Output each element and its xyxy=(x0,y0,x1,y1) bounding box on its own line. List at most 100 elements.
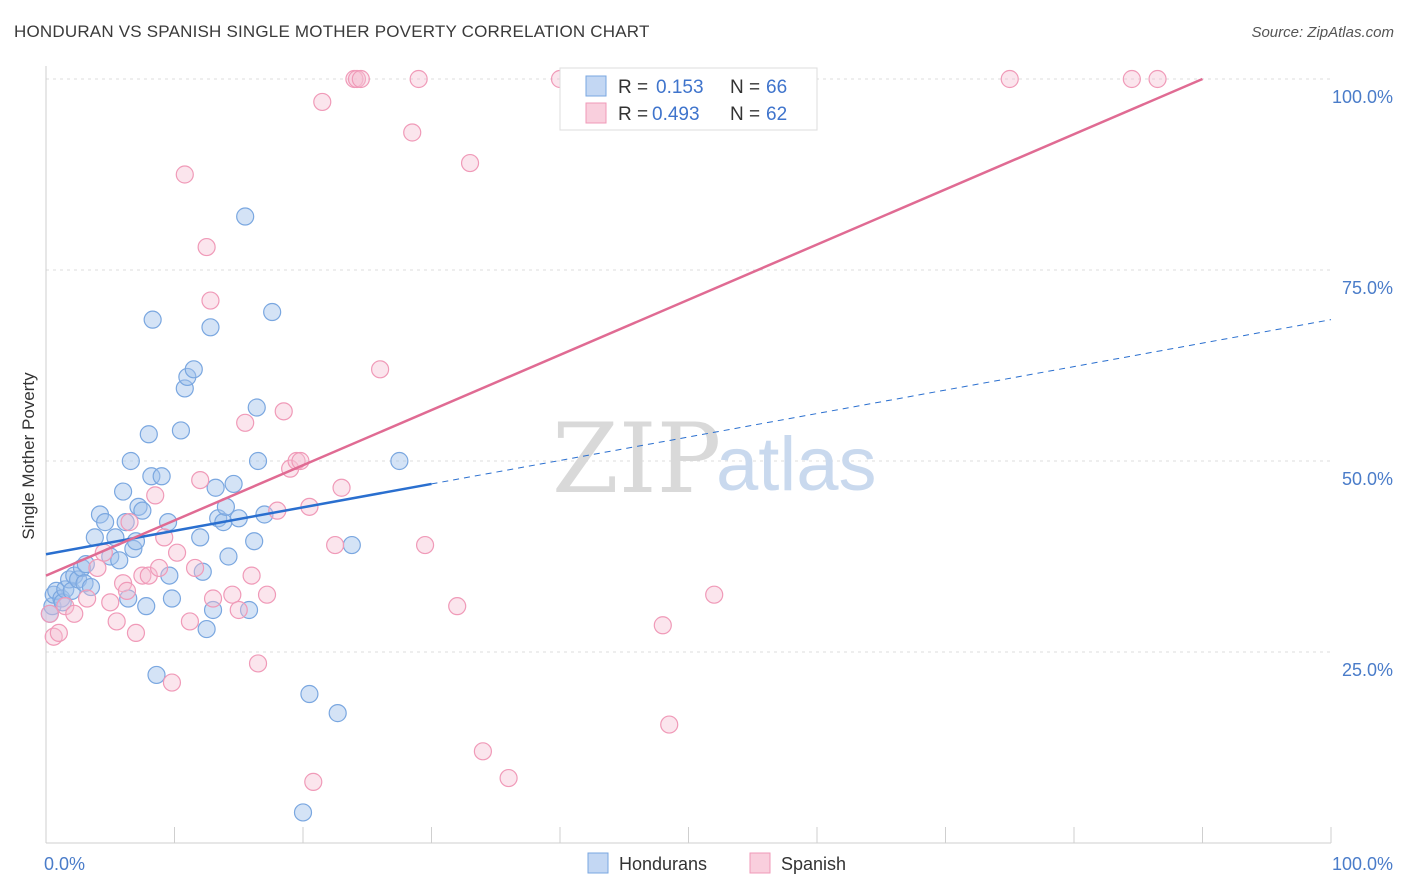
spanish-point-26 xyxy=(201,291,220,310)
spanish-point-19 xyxy=(162,673,182,692)
x-tick-labels: 0.0% 100.0% xyxy=(44,854,1393,874)
x-tick-label-1: 100.0% xyxy=(1332,854,1393,874)
chart-title: HONDURAN VS SPANISH SINGLE MOTHER POVERT… xyxy=(14,22,650,41)
spanish-point-47 xyxy=(371,360,390,379)
y-tick-labels: 25.0% 50.0% 75.0% 100.0% xyxy=(1332,87,1393,680)
watermark-atlas: atlas xyxy=(716,422,877,507)
legend-r-value-spanish: 0.493 xyxy=(652,104,700,125)
hondurans-point-24 xyxy=(121,451,140,471)
bottom-legend-spanish-swatch xyxy=(749,852,771,874)
hondurans-point-57 xyxy=(247,398,266,417)
hondurans-point-42 xyxy=(191,528,210,547)
spanish-point-8 xyxy=(101,593,120,612)
hondurans-point-41 xyxy=(184,360,203,379)
spanish-point-6 xyxy=(88,558,107,578)
spanish-point-15 xyxy=(139,566,158,585)
spanish-point-48 xyxy=(403,123,422,142)
hondurans-point-22 xyxy=(116,513,135,532)
axes xyxy=(45,66,1332,844)
watermark: ZIP atlas xyxy=(552,403,877,515)
bottom-legend-hondurans-swatch xyxy=(587,852,609,874)
spanish-point-23 xyxy=(185,558,205,578)
spanish-point-49 xyxy=(409,69,428,89)
y-tick-label-1: 50.0% xyxy=(1342,469,1393,489)
hondurans-point-21 xyxy=(113,482,133,501)
spanish-point-57 xyxy=(660,715,679,734)
spanish-point-54 xyxy=(499,768,518,788)
spanish-point-0 xyxy=(40,604,59,623)
spanish-points xyxy=(40,69,1167,791)
spanish-point-4 xyxy=(65,604,84,623)
spanish-point-13 xyxy=(126,623,146,643)
hondurans-point-36 xyxy=(160,566,179,585)
spanish-point-33 xyxy=(257,585,277,604)
hondurans-point-33 xyxy=(143,310,162,329)
hondurans-point-60 xyxy=(263,302,282,322)
spanish-point-16 xyxy=(146,486,165,505)
spanish-point-40 xyxy=(304,772,323,791)
spanish-point-52 xyxy=(460,153,480,173)
spanish-point-53 xyxy=(473,742,492,761)
hondurans-point-63 xyxy=(328,704,347,723)
hondurans-point-54 xyxy=(236,207,255,226)
legend-n-label-hondurans: N = xyxy=(730,77,760,98)
spanish-point-61 xyxy=(1148,69,1167,89)
hondurans-point-38 xyxy=(171,421,191,440)
hondurans-point-44 xyxy=(197,619,216,639)
source-label: Source: ZipAtlas.com xyxy=(1251,24,1394,41)
y-tick-label-3: 100.0% xyxy=(1332,87,1393,107)
legend-r-label-spanish: R = xyxy=(618,104,648,125)
spanish-point-5 xyxy=(78,589,97,608)
hondurans-point-20 xyxy=(110,551,129,570)
spanish-point-35 xyxy=(274,402,293,421)
hondurans-point-52 xyxy=(224,474,243,494)
hondurans-point-39 xyxy=(175,379,194,398)
spanish-point-29 xyxy=(229,600,248,620)
hondurans-point-47 xyxy=(206,478,225,497)
spanish-point-17 xyxy=(149,558,169,578)
spanish-point-27 xyxy=(203,589,223,608)
hondurans-point-32 xyxy=(147,665,166,685)
spanish-point-51 xyxy=(448,597,467,616)
bottom-legend-hondurans-label: Hondurans xyxy=(619,854,707,874)
spanish-point-43 xyxy=(332,478,351,497)
spanish-point-22 xyxy=(180,612,200,631)
legend-r-value-hondurans: 0.153 xyxy=(656,77,704,98)
spanish-point-58 xyxy=(705,585,724,604)
x-tick-label-0: 0.0% xyxy=(44,854,85,874)
hondurans-point-58 xyxy=(248,451,268,471)
hondurans-point-28 xyxy=(133,501,152,520)
spanish-point-56 xyxy=(653,616,672,635)
spanish-point-46 xyxy=(351,69,370,89)
spanish-point-9 xyxy=(107,612,126,631)
hondurans-point-51 xyxy=(219,547,238,566)
watermark-zip: ZIP xyxy=(552,403,721,515)
hondurans-trend-line xyxy=(45,482,432,556)
legend-r-label-hondurans: R = xyxy=(618,77,648,98)
hondurans-point-45 xyxy=(201,318,220,337)
spanish-point-14 xyxy=(133,566,152,585)
spanish-point-50 xyxy=(415,535,435,555)
hondurans-point-14 xyxy=(81,577,101,597)
hondurans-point-55 xyxy=(239,600,259,620)
hondurans-point-34 xyxy=(152,467,171,486)
hondurans-point-56 xyxy=(245,532,264,551)
spanish-point-25 xyxy=(197,237,216,257)
spanish-point-31 xyxy=(242,566,261,585)
hondurans-point-65 xyxy=(390,451,409,471)
hondurans-point-62 xyxy=(300,684,319,704)
spanish-point-28 xyxy=(223,585,242,604)
spanish-trend-line xyxy=(45,77,1203,577)
hondurans-point-29 xyxy=(137,597,156,616)
hondurans-legend-swatch xyxy=(585,75,607,97)
bottom-legend-spanish-label: Spanish xyxy=(781,854,846,874)
spanish-point-20 xyxy=(167,543,187,562)
grid-lines xyxy=(46,78,1331,653)
spanish-point-41 xyxy=(313,92,332,112)
hondurans-point-31 xyxy=(142,467,161,486)
hondurans-trend-extension xyxy=(431,319,1332,485)
legend-n-value-hondurans: 66 xyxy=(766,77,787,98)
bottom-legend: Hondurans Spanish xyxy=(587,852,846,874)
spanish-legend-swatch xyxy=(585,102,607,124)
hondurans-point-64 xyxy=(342,535,361,555)
